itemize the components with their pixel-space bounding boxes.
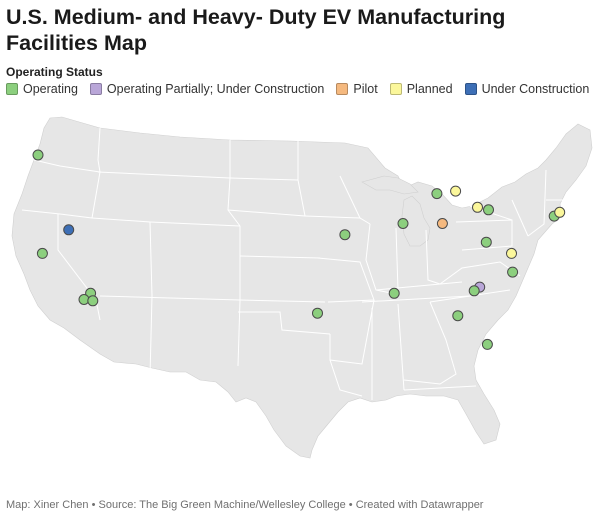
border-az-nm (149, 295, 153, 377)
legend-label-pilot: Pilot (353, 82, 378, 96)
border-ne-ks (239, 255, 321, 259)
legend-title: Operating Status (6, 65, 103, 79)
border-ok-tx (238, 311, 331, 335)
facility-marker[interactable] (388, 287, 400, 299)
facility-marker[interactable] (506, 247, 517, 259)
border-nc-sc (429, 289, 511, 303)
border-or-ca-nv (21, 209, 93, 219)
border-sd-ne (227, 209, 306, 217)
legend: Operating Operating Partially; Under Con… (6, 82, 600, 96)
facility-marker[interactable] (507, 266, 519, 278)
legend-label-operating-partially: Operating Partially; Under Construction (106, 82, 325, 96)
state-borders (21, 127, 566, 400)
border-wi-il (339, 175, 371, 225)
facility-marker[interactable] (480, 236, 492, 248)
facility-marker[interactable] (554, 206, 566, 218)
border-mn-east (297, 141, 306, 217)
border-wa-or (33, 159, 101, 173)
facility-marker[interactable] (87, 295, 99, 307)
border-ar (329, 299, 375, 365)
border-il (365, 223, 397, 295)
us-mainland-shape (11, 116, 593, 459)
border-oh (425, 229, 441, 285)
facility-marker[interactable] (436, 218, 448, 229)
border-new-england (527, 169, 566, 237)
legend-swatch-operating-partially (89, 83, 102, 95)
legend-item-operating[interactable]: Operating (6, 82, 78, 96)
legend-label-planned: Planned (406, 82, 453, 96)
border-idaho (91, 127, 101, 219)
legend-swatch-planned (389, 83, 402, 95)
legend-swatch-pilot (336, 83, 349, 95)
border-ca-nv (57, 214, 101, 321)
facility-marker[interactable] (63, 224, 75, 236)
border-mo (317, 257, 375, 303)
facility-marker[interactable] (32, 149, 44, 161)
border-nd-sd (229, 177, 299, 181)
facility-marker[interactable] (452, 310, 464, 322)
facility-marker[interactable] (36, 247, 48, 259)
facility-marker[interactable] (339, 229, 351, 241)
facility-marker[interactable] (468, 285, 480, 297)
legend-item-under-construction[interactable]: Under Construction (464, 82, 590, 96)
facility-marker[interactable] (450, 185, 462, 197)
facility-marker[interactable] (483, 204, 494, 216)
facility-marker[interactable] (472, 201, 483, 213)
border-la (329, 359, 363, 397)
legend-item-pilot[interactable]: Pilot (336, 82, 378, 96)
border-wy-co (149, 221, 241, 227)
legend-label-operating: Operating (23, 82, 78, 96)
legend-swatch-under-construction (464, 83, 477, 95)
us-map-svg (11, 116, 593, 459)
facility-markers (32, 149, 566, 350)
border-ks-ok (239, 299, 326, 303)
us-map (0, 104, 600, 484)
border-ms-al (371, 303, 405, 400)
border-dakotas (227, 140, 241, 227)
map-land (11, 116, 593, 459)
border-ga (403, 301, 457, 385)
border-tn-ky (361, 281, 471, 303)
map-credits: Map: Xiner Chen • Source: The Big Green … (6, 499, 484, 511)
border-fl (403, 385, 477, 391)
page-title: U.S. Medium- and Heavy- Duty EV Manufact… (6, 5, 506, 55)
border-in (395, 227, 399, 291)
facility-marker[interactable] (397, 218, 409, 229)
facility-marker[interactable] (312, 307, 323, 319)
border-ia (304, 215, 361, 219)
facility-marker[interactable] (481, 338, 493, 350)
legend-swatch-operating (6, 83, 18, 95)
legend-item-operating-partially[interactable]: Operating Partially; Under Construction (89, 82, 325, 96)
legend-label-under-construction: Under Construction (481, 82, 590, 96)
legend-item-planned[interactable]: Planned (389, 82, 453, 96)
border-az-ut (99, 295, 241, 301)
border-mt-wy (97, 171, 231, 179)
facility-marker[interactable] (431, 188, 443, 200)
michigan-upper-peninsula (361, 175, 419, 195)
border-pa (455, 219, 513, 251)
